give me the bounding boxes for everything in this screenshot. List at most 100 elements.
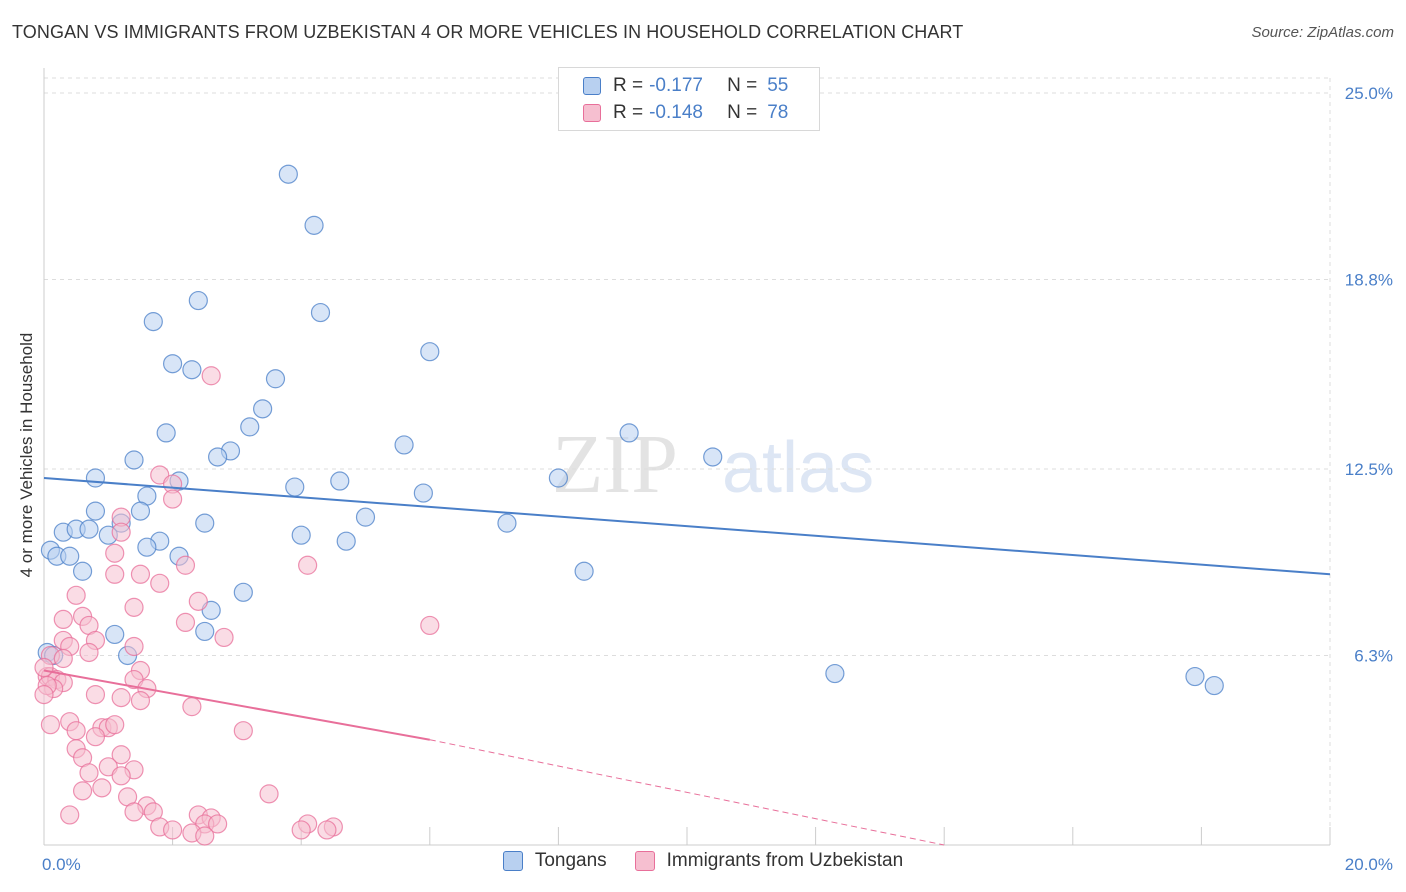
legend-n-label: N = xyxy=(727,75,758,96)
uzbekistan-point xyxy=(195,826,215,846)
tongan-point xyxy=(330,471,350,491)
legend-n-value: 55 xyxy=(767,75,789,96)
uzbekistan-point xyxy=(233,721,253,741)
series-legend: Tongans Immigrants from Uzbekistan xyxy=(0,850,1406,872)
tongan-point xyxy=(310,302,331,323)
series-label-uzbekistan: Immigrants from Uzbekistan xyxy=(666,850,904,871)
uzbekistan-point xyxy=(124,636,144,657)
uzbekistan-point xyxy=(92,778,112,798)
legend-swatch-blue xyxy=(583,77,601,95)
series-label-tongans: Tongans xyxy=(534,850,607,871)
uzbekistan-point xyxy=(208,814,228,834)
uzbekistan-point xyxy=(259,784,279,804)
tongan-point xyxy=(208,447,228,467)
series-legend-uzbekistan: Immigrants from Uzbekistan xyxy=(634,850,904,872)
uzbekistan-point xyxy=(53,648,73,669)
tongan-point xyxy=(130,501,151,521)
series-legend-tongans: Tongans xyxy=(502,850,607,872)
legend-row-uzbekistan: R = -0.148 N = 78 xyxy=(583,101,788,125)
uzbekistan-point xyxy=(182,697,202,717)
tongan-point xyxy=(137,537,157,557)
uzbekistan-point xyxy=(66,721,86,741)
legend-r-value: -0.177 xyxy=(649,75,703,96)
uzbekistan-point xyxy=(201,366,221,386)
tongan-point xyxy=(265,369,286,389)
tongan-point xyxy=(85,468,106,488)
uzbekistan-point xyxy=(79,763,99,783)
legend-row-tongans: R = -0.177 N = 55 xyxy=(583,74,788,98)
x-tick-label: 0.0% xyxy=(42,855,81,874)
tongan-point xyxy=(105,624,125,645)
uzbekistan-point xyxy=(163,820,183,840)
tongan-point xyxy=(143,312,163,332)
uzbekistan-point xyxy=(420,615,440,636)
uzbekistan-point xyxy=(79,642,99,663)
y-tick-label: 25.0% xyxy=(1345,84,1393,103)
source-label: Source: ZipAtlas.com xyxy=(1251,24,1394,41)
tongan-point xyxy=(703,447,723,467)
tongan-point xyxy=(497,513,517,533)
legend-n-value: 78 xyxy=(767,102,789,123)
uzbekistan-point xyxy=(130,691,151,711)
y-tick-label: 18.8% xyxy=(1345,270,1393,289)
tongan-point xyxy=(1204,675,1224,696)
watermark-atlas: atlas xyxy=(722,428,874,508)
tongan-point xyxy=(304,215,324,235)
uzbekistan-point xyxy=(124,597,144,617)
stats-legend: R = -0.177 N = 55 R = -0.148 N = 78 xyxy=(558,67,820,131)
tongan-point xyxy=(336,531,356,551)
tongan-point xyxy=(574,561,594,581)
tongan-point xyxy=(163,354,183,374)
tongan-trend-line xyxy=(43,477,1331,576)
tongan-point xyxy=(548,468,569,488)
uzbekistan-trend-extension xyxy=(429,739,945,846)
series-swatch-pink xyxy=(634,851,655,871)
data-points xyxy=(34,164,1224,846)
tongan-point xyxy=(825,663,845,684)
uzbekistan-point xyxy=(188,591,208,611)
uzbekistan-point xyxy=(85,727,106,747)
tongan-point xyxy=(278,164,298,184)
chart-title: TONGAN VS IMMIGRANTS FROM UZBEKISTAN 4 O… xyxy=(12,22,964,42)
y-axis-label: 4 or more Vehicles in Household xyxy=(17,333,36,578)
trend-lines xyxy=(43,477,1331,846)
uzbekistan-point xyxy=(60,805,80,825)
legend-swatch-pink xyxy=(583,104,601,122)
legend-r-label: R = xyxy=(613,75,644,96)
uzbekistan-point xyxy=(163,489,183,509)
uzbekistan-point xyxy=(85,684,106,705)
tongan-point xyxy=(355,507,376,527)
uzbekistan-point xyxy=(111,522,131,542)
uzbekistan-point xyxy=(34,657,54,678)
uzbekistan-point xyxy=(150,573,170,593)
tongan-point xyxy=(285,477,305,497)
tongan-point xyxy=(79,519,99,539)
uzbekistan-trend-line xyxy=(43,669,430,741)
tongan-point xyxy=(394,435,414,455)
legend-r-label: R = xyxy=(613,102,644,123)
uzbekistan-point xyxy=(214,627,234,648)
uzbekistan-point xyxy=(66,585,86,605)
y-tick-label: 12.5% xyxy=(1345,460,1393,479)
uzbekistan-point xyxy=(72,781,93,801)
uzbekistan-point xyxy=(53,609,73,630)
uzbekistan-point xyxy=(105,564,125,584)
series-swatch-blue xyxy=(502,851,523,871)
tongan-point xyxy=(188,290,208,311)
x-tick-label: 20.0% xyxy=(1345,855,1393,874)
uzbekistan-point xyxy=(175,555,196,575)
uzbekistan-point xyxy=(130,564,151,584)
uzbekistan-point xyxy=(40,715,61,735)
uzbekistan-point xyxy=(111,766,131,786)
uzbekistan-point xyxy=(124,802,144,822)
tongan-point xyxy=(420,342,440,362)
tongan-point xyxy=(291,525,311,545)
legend-r-value: -0.148 xyxy=(649,102,703,123)
uzbekistan-point xyxy=(111,688,131,708)
tongan-point xyxy=(156,423,176,443)
tongan-point xyxy=(619,423,639,443)
tongan-point xyxy=(240,417,260,437)
uzbekistan-point xyxy=(291,820,311,840)
tongan-point xyxy=(182,360,202,380)
